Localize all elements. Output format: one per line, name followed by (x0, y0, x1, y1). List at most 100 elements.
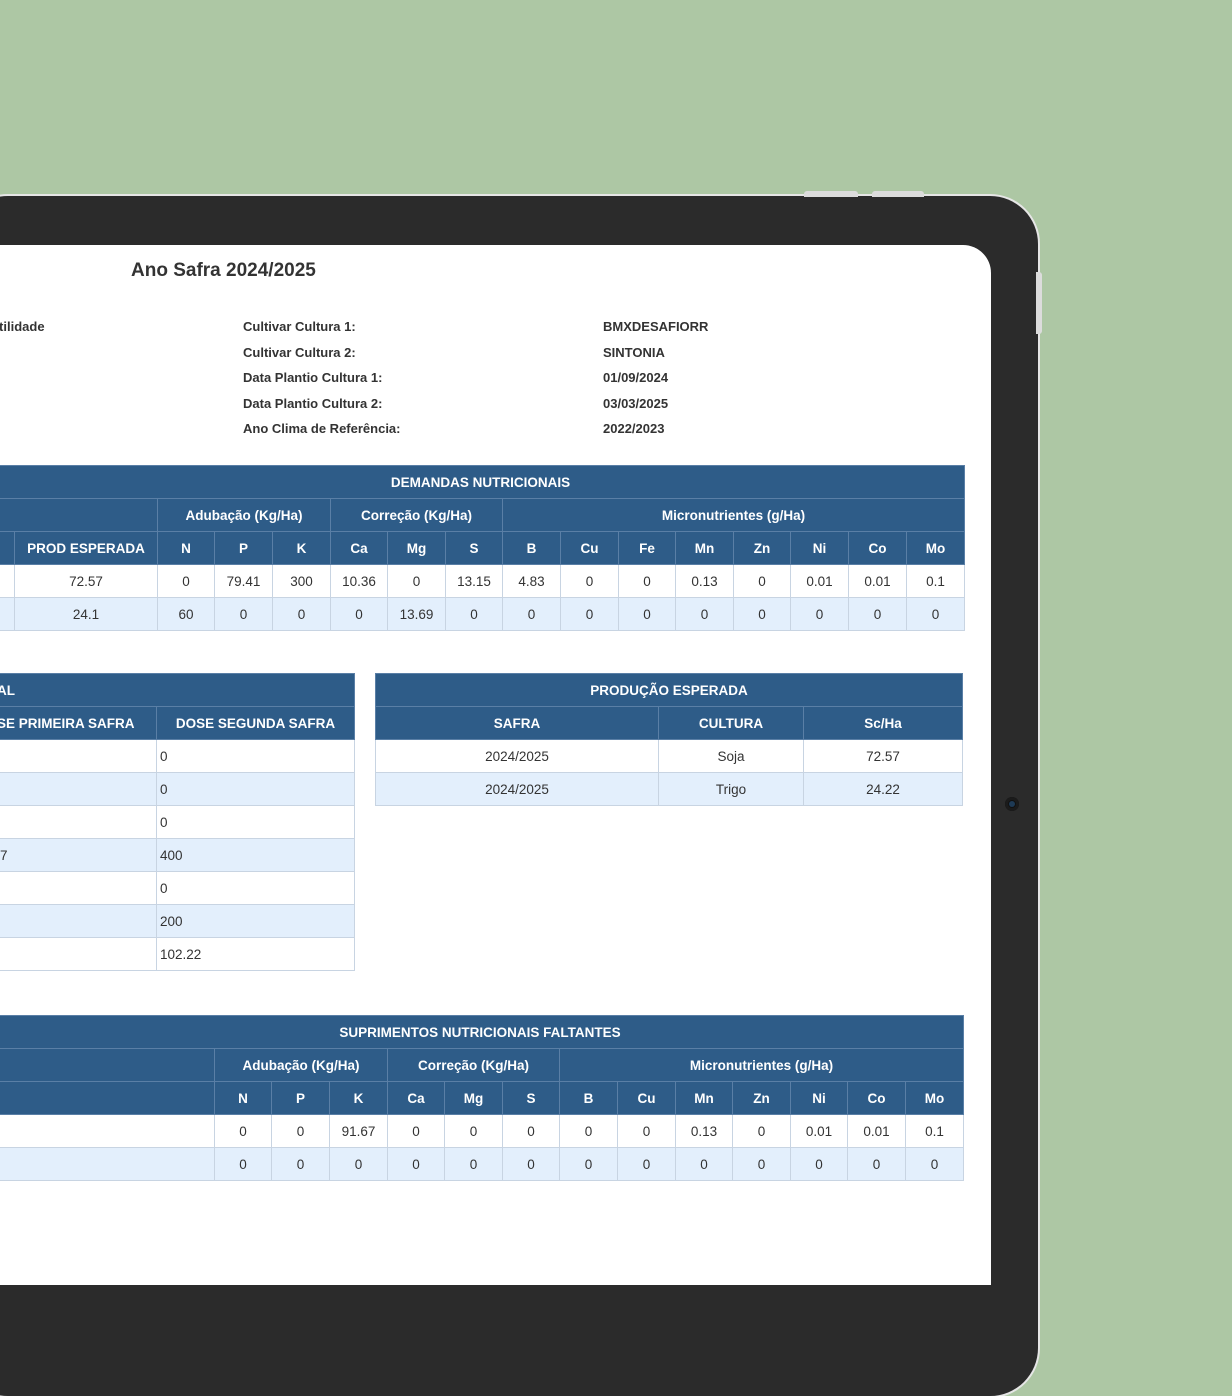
table-cell: 400 (156, 838, 355, 872)
table-cell: 0 (617, 1147, 676, 1181)
column-header: Zn (733, 531, 791, 565)
table-cell: Soja (658, 739, 804, 773)
column-header: Mo (904, 1081, 965, 1115)
column-header: B (502, 531, 561, 565)
table-cell (0, 564, 15, 598)
table-cell: 0 (559, 1147, 618, 1181)
column-header: K (329, 1081, 388, 1115)
table-cell: 0 (847, 1147, 906, 1181)
info-label: Cultivar Cultura 1: (243, 319, 356, 334)
table-title: AL (0, 673, 355, 707)
column-header: B (559, 1081, 618, 1115)
column-header: N (157, 531, 215, 565)
table-cell: 0 (387, 564, 446, 598)
table-cell (0, 805, 157, 839)
tablet-volume-button (872, 191, 924, 197)
table-cell: 0 (214, 597, 273, 631)
table-row: 72.57 0 79.41 300 10.36 0 13.15 4.83 0 0… (0, 564, 966, 598)
info-left-column: rtilidade (0, 320, 45, 346)
table-cell: 2024/2025 (375, 772, 659, 806)
table-cell: 0.1 (904, 1114, 965, 1148)
table-cell: 13.69 (387, 597, 446, 631)
table-cell: 0 (905, 597, 966, 631)
info-value: 03/03/2025 (603, 395, 669, 411)
table-row: 0 0 91.67 0 0 0 0 0 0.13 0 0.01 0.01 0.1 (0, 1114, 965, 1148)
table-cell: 4.83 (502, 564, 561, 598)
group-header-adubacao: Adubação (Kg/Ha) (214, 1048, 388, 1082)
table-title: PRODUÇÃO ESPERADA (375, 673, 963, 707)
column-header: Cu (617, 1081, 676, 1115)
column-header: Mo (905, 531, 966, 565)
info-values: BMXDESAFIORR SINTONIA 01/09/2024 03/03/2… (603, 320, 708, 448)
tablet-volume-button (804, 191, 858, 197)
table-cell: 0 (157, 564, 215, 598)
report-screen: Ano Safra 2024/2025 rtilidade Cultivar C… (0, 245, 991, 1285)
column-header: Sc/Ha (803, 706, 963, 740)
table-cell (0, 1114, 215, 1148)
column-header: Ni (790, 1081, 848, 1115)
table-cell: 0 (271, 1114, 330, 1148)
table-row: 200 (0, 904, 355, 938)
demandas-nutricionais-table: DEMANDAS NUTRICIONAIS Adubação (Kg/Ha) C… (0, 465, 966, 631)
column-header: Cu (560, 531, 619, 565)
table-row: 24.1 60 0 0 0 13.69 0 0 0 0 0 0 0 0 0 (0, 597, 966, 631)
column-header (0, 531, 15, 565)
column-header: P (271, 1081, 330, 1115)
table-cell: 0 (790, 1147, 848, 1181)
column-header: Mg (444, 1081, 503, 1115)
table-cell: 0 (502, 1147, 560, 1181)
column-header: SE PRIMEIRA SAFRA (0, 706, 157, 740)
table-cell: 0 (732, 1114, 791, 1148)
group-header-correcao: Correção (Kg/Ha) (330, 498, 503, 532)
table-cell: 0 (559, 1114, 618, 1148)
column-header: SAFRA (375, 706, 659, 740)
producao-esperada-table: PRODUÇÃO ESPERADA SAFRA CULTURA Sc/Ha 20… (375, 673, 963, 806)
group-header-empty (0, 498, 158, 532)
camera-icon (1005, 797, 1019, 811)
table-cell: 0 (618, 597, 676, 631)
table-cell: 24.1 (14, 597, 158, 631)
table-cell: 0 (271, 1147, 330, 1181)
table-cell: 79.41 (214, 564, 273, 598)
table-cell: 0.01 (847, 1114, 906, 1148)
table-row: 2024/2025 Trigo 24.22 (375, 772, 963, 806)
info-value: BMXDESAFIORR (603, 319, 709, 334)
table-cell: 0 (387, 1147, 445, 1181)
table-cell (0, 772, 157, 806)
table-cell: 0 (272, 597, 331, 631)
group-header-micronutrientes: Micronutrientes (g/Ha) (501, 498, 966, 532)
table-cell: 0.01 (848, 564, 907, 598)
table-cell: 0.13 (675, 1114, 733, 1148)
table-row: 0 (0, 805, 355, 839)
table-cell: 91.67 (329, 1114, 388, 1148)
group-header-correcao: Correção (Kg/Ha) (387, 1048, 560, 1082)
column-header: PROD ESPERADA (14, 531, 158, 565)
column-header: Fe (618, 531, 676, 565)
table-row: 0 (0, 739, 355, 773)
info-value: SINTONIA (603, 344, 665, 360)
table-cell (0, 1147, 215, 1181)
table-cell: 0 (560, 597, 619, 631)
table-row: 2024/2025 Soja 72.57 (375, 739, 963, 773)
table-cell: 0 (214, 1147, 272, 1181)
column-header: CULTURA (658, 706, 804, 740)
info-label: rtilidade (0, 319, 45, 334)
table-cell: 0 (733, 564, 791, 598)
column-header: Ni (790, 531, 849, 565)
column-header: S (502, 1081, 560, 1115)
table-cell: 0 (848, 597, 907, 631)
info-label: Data Plantio Cultura 2: (243, 395, 383, 411)
table-title: SUPRIMENTOS NUTRICIONAIS FALTANTES (0, 1015, 965, 1049)
column-header: P (214, 531, 273, 565)
table-cell: 0 (444, 1114, 503, 1148)
page-title: Ano Safra 2024/2025 (131, 260, 316, 281)
info-label: Ano Clima de Referência: (243, 421, 401, 436)
table-cell: Trigo (658, 772, 804, 806)
table-cell: 0 (732, 1147, 791, 1181)
table-cell: 7 (0, 838, 157, 872)
table-cell: 72.57 (14, 564, 158, 598)
column-header: Ca (387, 1081, 445, 1115)
column-header: DOSE SEGUNDA SAFRA (156, 706, 355, 740)
group-header-micronutrientes: Micronutrientes (g/Ha) (558, 1048, 965, 1082)
table-cell: 0.01 (790, 564, 849, 598)
